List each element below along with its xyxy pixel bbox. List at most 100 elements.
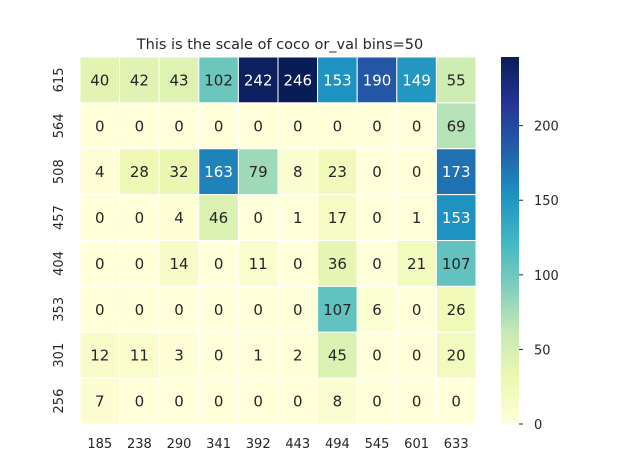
cell-value-label: 0: [135, 117, 145, 135]
cell-value-label: 0: [174, 301, 184, 319]
x-tick-label: 633: [444, 437, 469, 452]
cell-value-label: 0: [135, 301, 145, 319]
y-tick-label: 353: [52, 297, 67, 322]
y-tick-label: 508: [52, 159, 67, 184]
cell-value-label: 42: [130, 71, 149, 89]
cell-value-label: 14: [169, 255, 188, 273]
colorbar-tick-label: 50: [534, 343, 551, 358]
colorbar: 0 50 100 150 200: [501, 57, 559, 433]
cell-value-label: 0: [95, 117, 105, 135]
cell-value-label: 163: [204, 163, 233, 181]
heatmap-cell: [277, 331, 319, 379]
cell-value-label: 4: [174, 209, 184, 227]
heatmap-cell: [317, 194, 358, 241]
cell-value-label: 1: [293, 209, 303, 227]
cell-value-label: 36: [328, 255, 347, 273]
heatmap-cell: [277, 56, 319, 104]
heatmap-cell: [237, 240, 279, 287]
colorbar-gradient: [501, 57, 519, 424]
cell-value-label: 40: [90, 71, 109, 89]
heatmap-cell: [435, 331, 477, 379]
heatmap-cell: [396, 102, 437, 150]
x-tick-label: 545: [365, 437, 390, 452]
colorbar-tick-label: 150: [534, 194, 559, 209]
heatmap-cell: [435, 194, 477, 241]
heatmap-cell: [79, 194, 121, 241]
cell-value-label: 0: [95, 255, 105, 273]
cell-value-label: 0: [174, 393, 184, 411]
colorbar-tick-label: 100: [534, 269, 559, 284]
cell-value-label: 107: [442, 255, 471, 273]
cell-value-label: 0: [451, 393, 461, 411]
heatmap-cell: [119, 102, 160, 150]
y-tick-label: 301: [52, 343, 67, 368]
heatmap-cell: [396, 148, 437, 196]
x-tick-label: 238: [127, 437, 152, 452]
cell-value-label: 0: [253, 117, 263, 135]
cell-value-label: 0: [372, 255, 382, 273]
heatmap-cell: [317, 331, 358, 379]
cell-value-label: 0: [293, 255, 303, 273]
y-tick-label: 564: [52, 113, 67, 138]
cell-value-label: 46: [209, 209, 228, 227]
y-tick-label: 457: [52, 205, 67, 230]
heatmap-cell: [356, 56, 398, 104]
heatmap-cell: [198, 377, 239, 425]
cell-value-label: 102: [204, 71, 233, 89]
cell-value-label: 0: [95, 209, 105, 227]
x-tick-label: 443: [285, 437, 310, 452]
heatmap-cell: [356, 148, 398, 196]
cell-value-label: 21: [407, 255, 426, 273]
heatmap-cell: [158, 285, 200, 333]
cell-value-label: 20: [447, 347, 466, 365]
heatmap-cell: [277, 240, 319, 287]
cell-value-label: 0: [214, 117, 224, 135]
heatmap-cell: [356, 331, 398, 379]
chart-title: This is the scale of coco or_val bins=50: [136, 37, 423, 53]
heatmap-cell: [79, 331, 121, 379]
cell-value-label: 107: [323, 301, 352, 319]
heatmap-cell: [396, 285, 437, 333]
cell-value-label: 6: [372, 301, 382, 319]
cell-value-label: 0: [95, 301, 105, 319]
cell-value-label: 0: [412, 163, 422, 181]
cell-value-label: 0: [412, 347, 422, 365]
colorbar-tick-label: 0: [534, 418, 542, 433]
cell-value-label: 1: [253, 347, 263, 365]
cell-value-label: 0: [412, 393, 422, 411]
heatmap-cell: [119, 377, 160, 425]
heatmap-cell: [158, 240, 200, 287]
heatmap-cell: [119, 56, 160, 104]
cell-value-label: 4: [95, 163, 105, 181]
heatmap-cells: 40 42 43 102 242 246 153 190 149 550 0 0 0 0 0 0 0 0 694 28…: [79, 56, 477, 425]
cell-value-label: 153: [323, 71, 352, 89]
heatmap-cell: [396, 240, 437, 287]
heatmap-cell: [356, 377, 398, 425]
heatmap-cell: [158, 148, 200, 196]
cell-value-label: 8: [333, 393, 343, 411]
cell-value-label: 0: [214, 347, 224, 365]
colorbar-tick-label: 200: [534, 120, 559, 135]
y-tick-label: 404: [52, 251, 67, 276]
cell-value-label: 0: [135, 393, 145, 411]
heatmap-cell: [356, 240, 398, 287]
cell-value-label: 23: [328, 163, 347, 181]
heatmap-cell: [396, 377, 437, 425]
heatmap-cell: [237, 377, 279, 425]
x-tick-label: 392: [246, 437, 271, 452]
heatmap-cell: [198, 331, 239, 379]
cell-value-label: 149: [402, 71, 431, 89]
cell-value-label: 0: [253, 301, 263, 319]
heatmap-cell: [435, 148, 477, 196]
cell-value-label: 0: [372, 393, 382, 411]
heatmap-cell: [198, 285, 239, 333]
cell-value-label: 0: [214, 255, 224, 273]
heatmap-cell: [277, 377, 319, 425]
cell-value-label: 190: [363, 71, 392, 89]
heatmap-cell: [317, 102, 358, 150]
heatmap-cell: [119, 148, 160, 196]
heatmap-cell: [317, 377, 358, 425]
heatmap-cell: [198, 102, 239, 150]
cell-value-label: 0: [372, 209, 382, 227]
